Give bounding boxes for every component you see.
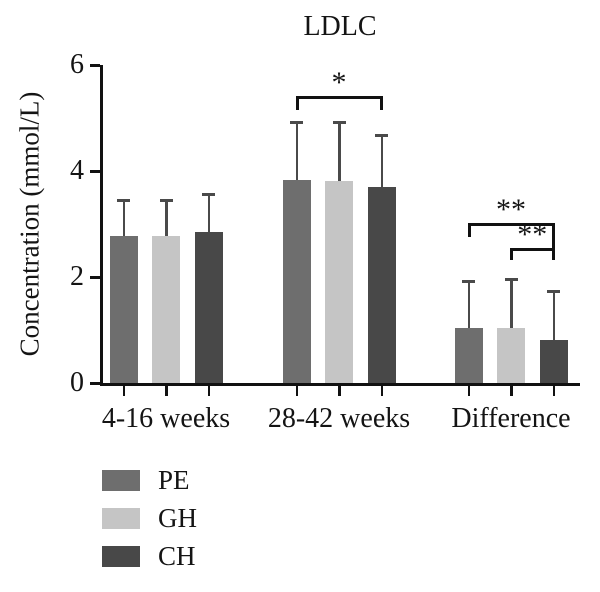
legend-swatch-pe xyxy=(102,470,140,491)
y-tick xyxy=(90,276,100,279)
significance-label: ** xyxy=(496,193,526,226)
error-bar-line xyxy=(338,121,341,181)
significance-bracket-end xyxy=(467,223,471,237)
bar-gh-0 xyxy=(152,235,180,383)
legend-item-pe: PE xyxy=(102,465,197,495)
x-tick xyxy=(510,386,513,396)
legend-item-ch: CH xyxy=(102,541,197,571)
significance-bracket-end xyxy=(510,248,513,260)
y-tick-label: 6 xyxy=(70,49,84,80)
significance-bracket xyxy=(467,223,555,226)
x-tick xyxy=(467,386,470,396)
x-category-label: 4-16 weeks xyxy=(101,403,231,434)
error-bar-line xyxy=(295,121,298,180)
bar-ch-1 xyxy=(367,186,396,383)
error-bar-cap xyxy=(375,133,388,137)
legend-label-ch: CH xyxy=(158,541,196,571)
bar-ch-0 xyxy=(194,232,223,383)
error-bar-cap xyxy=(332,121,346,125)
error-bar-cap xyxy=(547,289,560,293)
x-category-label: Difference xyxy=(451,403,571,434)
y-tick xyxy=(90,64,100,67)
bar-pe-1 xyxy=(282,180,311,383)
significance-bracket-end xyxy=(551,248,555,260)
error-bar-cap xyxy=(504,277,518,281)
error-bar-line xyxy=(122,199,125,236)
y-tick xyxy=(90,170,100,173)
bar-pe-0 xyxy=(109,235,138,383)
x-tick xyxy=(207,386,210,396)
error-bar-cap xyxy=(462,279,475,283)
bar-gh-1 xyxy=(325,180,353,383)
significance-bracket-end xyxy=(295,96,299,110)
legend-item-gh: GH xyxy=(102,503,197,533)
x-category-label: 28-42 weeks xyxy=(267,403,411,434)
x-tick xyxy=(338,386,341,396)
legend-swatch-ch xyxy=(102,546,140,567)
significance-label: ** xyxy=(517,218,548,251)
error-bar-line xyxy=(552,289,555,341)
y-tick-label: 2 xyxy=(70,261,84,292)
x-tick xyxy=(380,386,383,396)
error-bar-line xyxy=(207,193,210,233)
y-axis-title: Concentration (mmol/L) xyxy=(8,65,52,383)
chart-title: LDLC xyxy=(303,11,377,42)
y-axis-line xyxy=(100,65,103,386)
bar-pe-2 xyxy=(454,328,483,383)
x-axis-line xyxy=(100,383,580,386)
error-bar-cap xyxy=(117,199,130,203)
error-bar-line xyxy=(165,199,168,236)
error-bar-cap xyxy=(159,199,173,203)
legend-swatch-gh xyxy=(102,508,140,529)
legend-label-gh: GH xyxy=(158,503,197,533)
significance-bracket xyxy=(295,96,383,99)
y-tick xyxy=(90,382,100,385)
significance-bracket xyxy=(510,248,555,251)
significance-label: * xyxy=(331,66,347,99)
significance-bracket-end xyxy=(551,223,555,260)
x-tick xyxy=(295,386,298,396)
x-tick xyxy=(122,386,125,396)
plot-area: 0 2 4 6 4-16 weeks 28-42 weeks Difference * ** ** xyxy=(70,49,580,434)
significance-bracket-end xyxy=(379,96,383,110)
bar-ch-2 xyxy=(539,340,568,383)
y-tick-label: 0 xyxy=(70,367,84,398)
error-bar-line xyxy=(380,133,383,187)
x-tick xyxy=(165,386,168,396)
error-bar-cap xyxy=(202,193,215,197)
bar-gh-2 xyxy=(497,327,525,383)
y-axis-title-text: Concentration (mmol/L) xyxy=(14,91,45,357)
error-bar-cap xyxy=(290,121,303,125)
y-tick-label: 4 xyxy=(70,155,84,186)
x-tick xyxy=(552,386,555,396)
legend-label-pe: PE xyxy=(158,465,190,495)
legend: PE GH CH xyxy=(102,465,197,584)
error-bar-line xyxy=(467,279,470,329)
error-bar-line xyxy=(510,277,513,328)
